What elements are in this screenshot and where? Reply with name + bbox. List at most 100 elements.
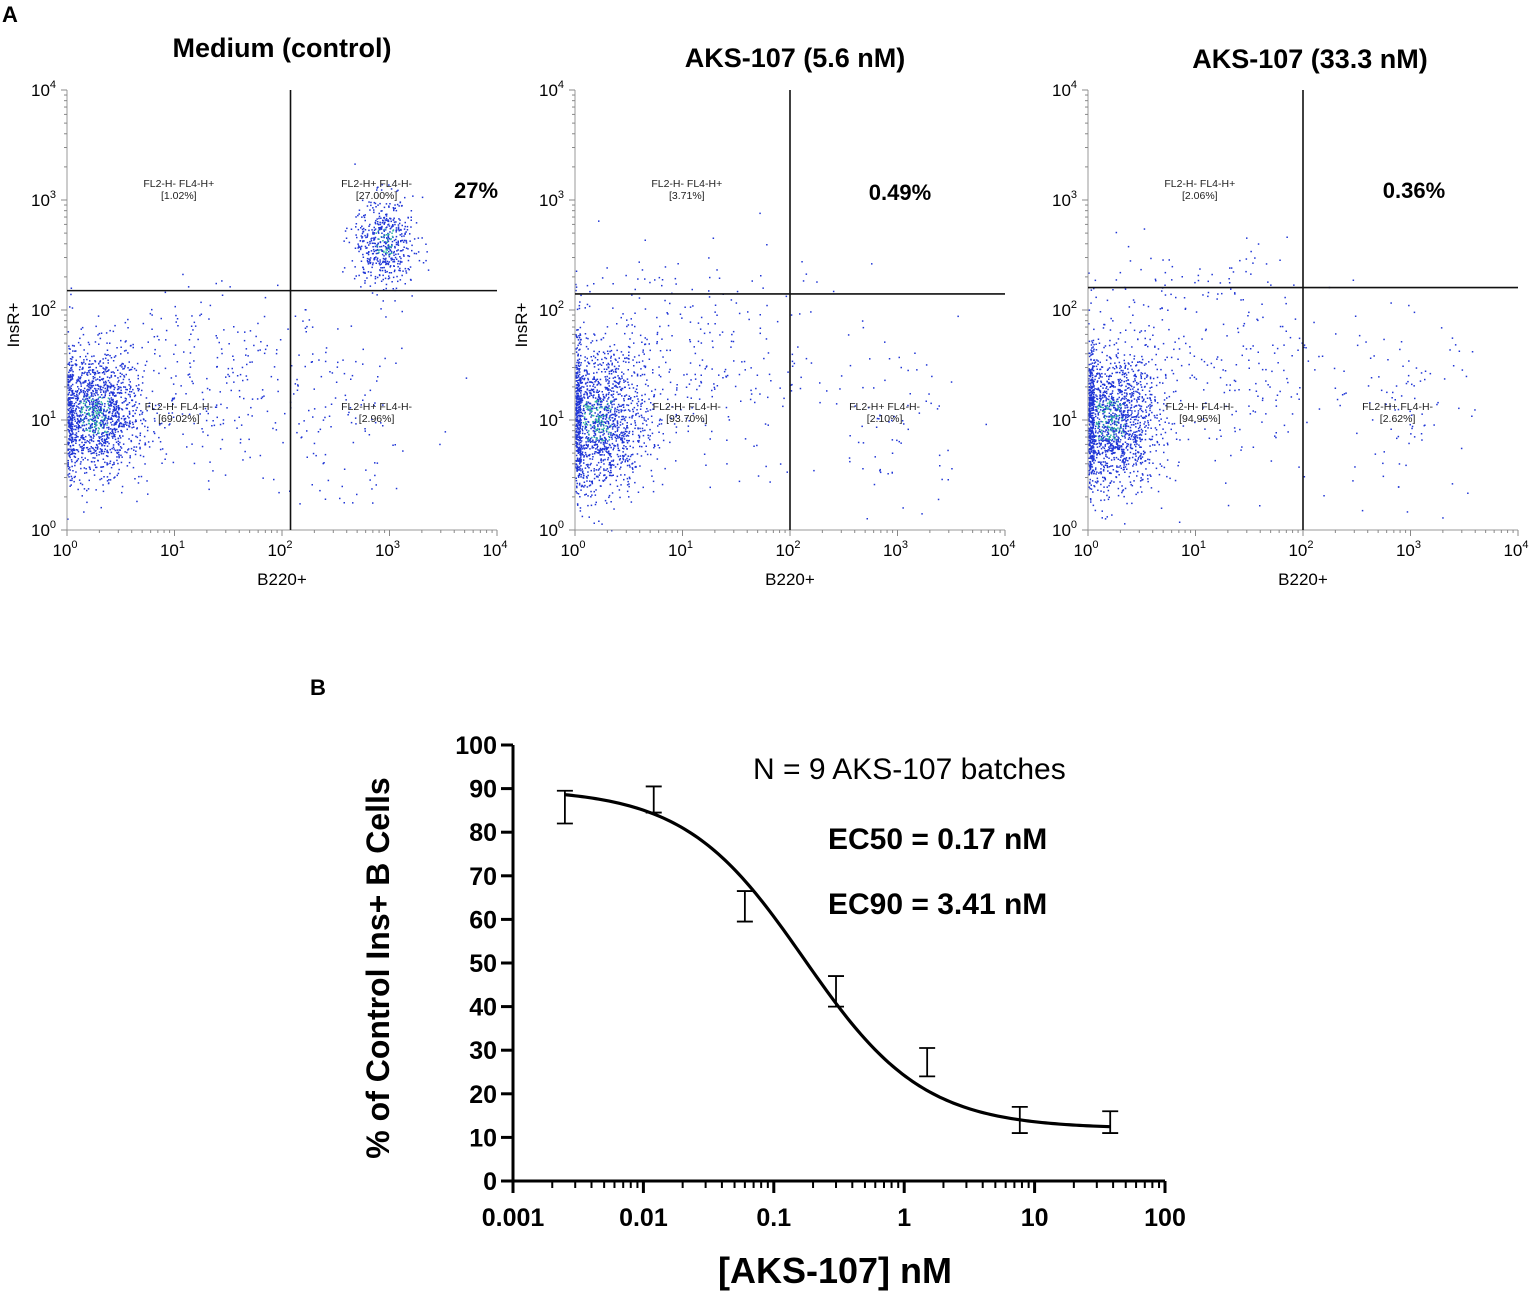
flow-event <box>402 241 405 243</box>
flow-event <box>107 407 110 409</box>
flow-event <box>577 431 580 434</box>
flow-event <box>575 467 578 469</box>
flow-event <box>644 429 646 432</box>
flow-event <box>88 396 91 398</box>
flow-event <box>103 373 106 375</box>
flow-event <box>721 331 724 333</box>
flow-event <box>129 385 132 387</box>
flow-event <box>628 430 631 433</box>
flow-event <box>404 232 406 235</box>
flow-event <box>71 423 73 425</box>
flow-event <box>779 387 781 389</box>
flow-event <box>1088 470 1091 472</box>
flow-event <box>618 357 620 359</box>
flow-event <box>201 391 204 394</box>
flow-event <box>74 437 76 439</box>
flow-event <box>87 391 89 393</box>
flow-event <box>578 484 581 486</box>
flow-event <box>635 388 638 390</box>
flow-event <box>173 353 175 355</box>
flow-event <box>1102 401 1104 403</box>
flow-event <box>585 423 587 425</box>
flow-event <box>101 416 103 418</box>
flow-event <box>751 280 753 282</box>
flow-event <box>357 245 360 247</box>
flow-event <box>624 332 626 335</box>
flow-event <box>324 360 327 363</box>
flow-event <box>98 443 100 445</box>
flow-event <box>615 381 617 384</box>
flow-event <box>375 219 377 222</box>
flow-event <box>575 428 577 430</box>
flow-event <box>623 431 625 434</box>
quadrant-highlight-percent: 27% <box>454 178 498 203</box>
flow-event <box>579 334 582 336</box>
flow-x-axis-label: B220+ <box>257 570 307 589</box>
flow-event <box>1091 417 1093 420</box>
flow-event <box>387 232 389 235</box>
flow-event <box>72 405 75 407</box>
flow-event <box>388 205 390 207</box>
flow-event <box>611 401 613 403</box>
flow-event <box>600 400 603 402</box>
flow-event <box>381 222 384 224</box>
flow-event <box>71 465 73 468</box>
flow-event <box>575 449 578 452</box>
flow-event <box>101 448 103 451</box>
flow-event <box>113 435 115 438</box>
flow-event <box>367 253 370 256</box>
flow-event <box>92 440 95 443</box>
flow-event <box>104 439 106 441</box>
flow-event <box>270 375 273 378</box>
flow-event <box>1088 428 1091 431</box>
flow-event <box>358 246 360 249</box>
flow-event <box>697 340 700 343</box>
flow-event <box>580 378 582 381</box>
flow-event <box>388 272 391 274</box>
flow-event <box>356 493 358 496</box>
flow-event <box>598 350 600 353</box>
flow-event <box>80 376 82 378</box>
flow-event <box>1135 462 1137 464</box>
flow-event <box>617 445 619 447</box>
flow-event <box>85 409 88 412</box>
quadrant-label-name: FL2-H- FL4-H+ <box>143 178 214 190</box>
flow-event <box>622 406 625 408</box>
flow-event <box>152 408 155 411</box>
flow-event <box>374 257 376 259</box>
flow-event <box>623 379 625 381</box>
flow-event <box>1150 382 1153 384</box>
flow-event <box>580 415 583 417</box>
flow-event <box>119 449 121 451</box>
flow-event <box>583 386 585 388</box>
flow-x-tick-exponent: 0 <box>579 539 585 551</box>
flow-event <box>598 474 601 476</box>
flow-event <box>606 451 608 453</box>
flow-event <box>635 413 637 415</box>
flow-event <box>1148 361 1150 363</box>
flow-event <box>1121 397 1124 399</box>
flow-event <box>86 372 88 374</box>
quadrant-label-value: [27.00%] <box>356 190 398 202</box>
flow-events <box>1088 228 1476 525</box>
flow-event <box>171 397 174 400</box>
flow-event <box>80 328 82 330</box>
quadrant-label-name: FL2-H+ FL4-H- <box>341 178 412 190</box>
flow-event <box>581 452 583 455</box>
flow-event <box>108 412 110 414</box>
flow-event <box>583 462 585 464</box>
flow-event <box>1121 414 1123 417</box>
flow-event <box>587 421 590 423</box>
flow-event <box>608 391 610 394</box>
flow-event <box>580 445 582 447</box>
flow-event <box>93 387 96 390</box>
flow-event <box>100 332 103 334</box>
flow-event <box>607 426 609 429</box>
flow-event <box>101 450 104 453</box>
flow-event <box>111 435 113 438</box>
flow-event <box>86 501 88 504</box>
flow-event <box>188 373 191 375</box>
flow-event <box>358 213 360 215</box>
flow-event <box>603 352 606 355</box>
flow-event <box>641 360 644 362</box>
